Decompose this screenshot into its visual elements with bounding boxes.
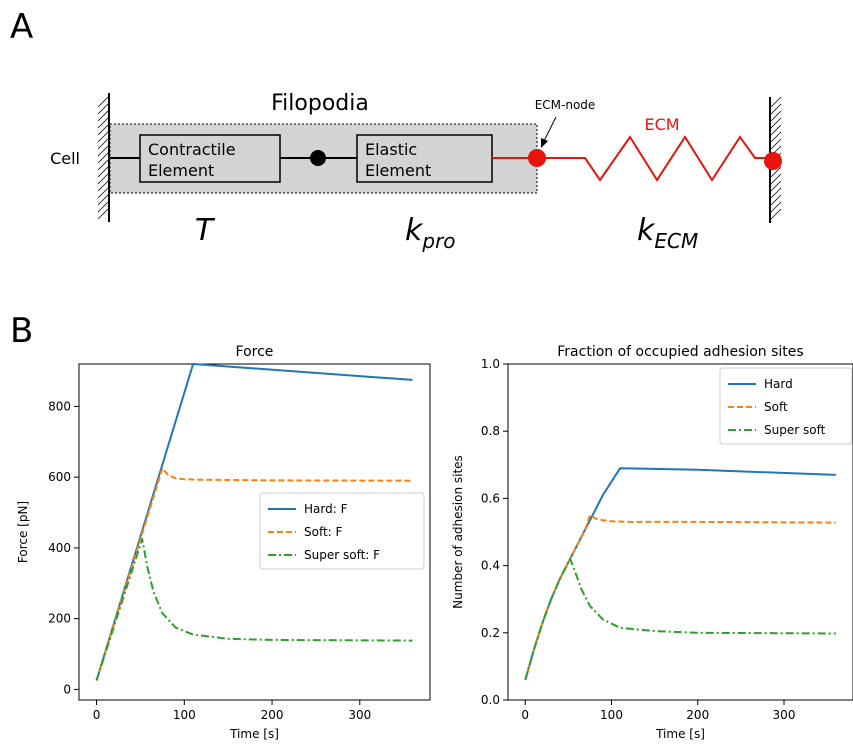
symbol-kecm: kECM	[637, 213, 698, 253]
ecm-node-arrow-shaft	[542, 116, 557, 144]
force-legend-label-1: Hard: F	[304, 502, 348, 516]
adhesion-ytick-label: 0.6	[481, 491, 500, 505]
symbol-t: T	[195, 213, 216, 248]
ecm-node	[528, 149, 546, 167]
adhesion-legend-label-3: Super soft	[764, 423, 826, 437]
adhesion-axes-frame	[507, 363, 853, 701]
adhesion-ylabel: Number of adhesion sites	[451, 455, 465, 609]
panel-b-label: B	[10, 311, 33, 351]
contractile-label-line1: Contractile	[148, 140, 236, 159]
ecm-spring	[537, 135, 773, 182]
force-ytick-label: 600	[48, 470, 71, 484]
adhesion-xtick-label: 200	[686, 708, 709, 722]
elastic-label-line2: Element	[365, 161, 431, 180]
force-ytick-label: 200	[48, 612, 71, 626]
adhesion-ytick-label: 0.8	[481, 424, 500, 438]
adhesion-xlabel: Time [s]	[655, 727, 705, 741]
adhesion-series-line-1	[524, 467, 836, 681]
force-ytick-label: 400	[48, 541, 71, 555]
adhesion-legend-box	[719, 367, 853, 445]
force-ytick-label: 0	[63, 682, 71, 696]
contractile-label-line2: Element	[148, 161, 214, 180]
adhesion-chart: Fraction of occupied adhesion sites 0 100 2…	[451, 344, 853, 741]
force-chart: Force 0 100 200 300 0 200 400 600 800 Time [s] Forc…	[16, 344, 431, 741]
force-xlabel: Time [s]	[229, 727, 279, 741]
force-series-line-2	[95, 467, 413, 681]
force-legend-label-2: Soft: F	[304, 525, 343, 539]
ecm-node-label: ECM-node	[535, 98, 596, 112]
force-legend-box	[259, 492, 425, 570]
ecm-label: ECM	[644, 115, 679, 134]
force-xtick-label: 0	[93, 708, 101, 722]
adhesion-series-line-2	[524, 514, 836, 681]
adhesion-xtick-label: 100	[600, 708, 623, 722]
force-title: Force	[236, 344, 274, 360]
adhesion-ytick-label: 0.0	[481, 693, 500, 707]
adhesion-xtick-label: 300	[773, 708, 796, 722]
adhesion-series-line-3	[524, 557, 836, 681]
filopodia-label: Filopodia	[271, 91, 369, 116]
force-xtick-label: 300	[348, 708, 371, 722]
cell-label: Cell	[50, 149, 80, 168]
panel-a-label: A	[10, 7, 33, 47]
force-series-line-3	[95, 538, 413, 681]
adhesion-legend-label-2: Soft	[764, 400, 788, 414]
force-ytick-label: 800	[48, 399, 71, 413]
force-axes-frame	[78, 363, 431, 701]
force-ylabel: Force [pN]	[16, 501, 30, 563]
left-wall	[97, 93, 110, 222]
force-legend-label-3: Super soft: F	[304, 548, 380, 562]
adhesion-xtick-label: 0	[521, 708, 529, 722]
force-xtick-label: 100	[173, 708, 196, 722]
middle-node	[310, 150, 326, 166]
adhesion-legend-label-1: Hard	[764, 377, 793, 391]
adhesion-ytick-label: 0.4	[481, 559, 500, 573]
panel-a: A	[10, 7, 782, 253]
adhesion-title: Fraction of occupied adhesion sites	[557, 344, 803, 360]
adhesion-ytick-label: 0.2	[481, 626, 500, 640]
adhesion-ytick-label: 1.0	[481, 357, 500, 371]
symbol-kpro: kpro	[405, 213, 456, 253]
contractile-element	[139, 134, 281, 183]
force-xtick-label: 200	[261, 708, 284, 722]
elastic-label-line1: Elastic	[365, 140, 417, 159]
ecm-anchor-node	[764, 152, 782, 170]
ecm-node-arrow-head	[541, 138, 548, 148]
